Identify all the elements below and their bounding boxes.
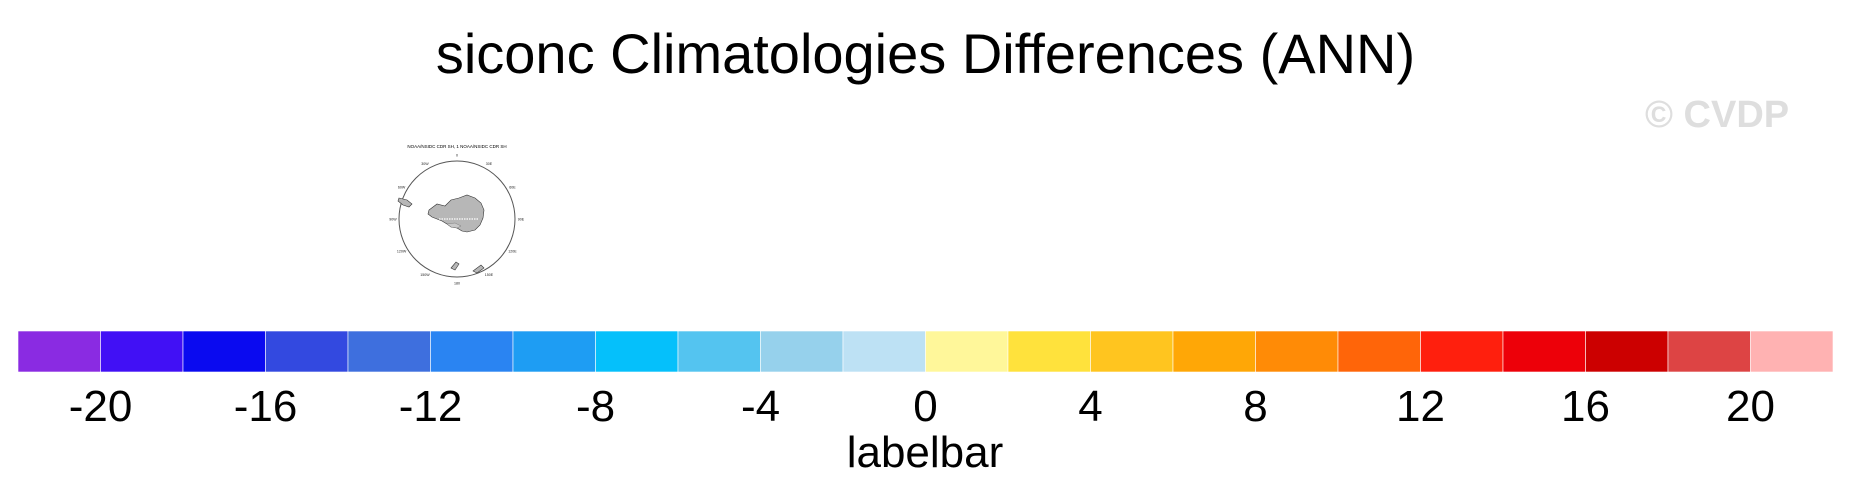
labelbar-boxes — [17, 330, 1834, 373]
longitude-label: 90E — [518, 218, 525, 222]
labelbar-box-12 — [1007, 330, 1091, 373]
labelbar-box-16 — [1337, 330, 1421, 373]
labelbar-box-4 — [347, 330, 431, 373]
longitude-label: 0 — [456, 154, 458, 158]
labelbar-tick-label: 4 — [1078, 382, 1102, 431]
labelbar-tick-label: 0 — [913, 382, 937, 431]
labelbar-tick-label: -20 — [69, 382, 133, 431]
labelbar-box-13 — [1090, 330, 1174, 373]
labelbar-box-14 — [1172, 330, 1256, 373]
labelbar-box-5 — [430, 330, 514, 373]
labelbar-box-20 — [1667, 330, 1751, 373]
longitude-label: 120E — [508, 250, 517, 254]
longitude-label: 120W — [397, 250, 407, 254]
chart-title: siconc Climatologies Differences (ANN) — [435, 22, 1416, 85]
labelbar-tick-label: -12 — [399, 382, 463, 431]
labelbar-box-2 — [182, 330, 266, 373]
longitude-label: 60E — [509, 186, 516, 190]
longitude-labels: 0 30E 60E 90E 120E 150E 180 150W 120W 90W 60W 30W — [389, 154, 524, 286]
labelbar-tick-label: -8 — [576, 382, 615, 431]
polar-map-panel: NOAA/NSIDC CDR SH, 1 NOAA/NSIDC CDR SH 0… — [389, 144, 524, 286]
longitude-label: 150E — [485, 273, 494, 277]
longitude-label: 180 — [454, 282, 460, 286]
longitude-label: 60W — [398, 186, 406, 190]
new-zealand — [450, 261, 460, 271]
longitude-label: 90W — [389, 218, 397, 222]
labelbar-tick-label: 20 — [1726, 382, 1775, 431]
labelbar-tick-label: -16 — [234, 382, 298, 431]
labelbar-box-1 — [100, 330, 184, 373]
labelbar-box-17 — [1420, 330, 1504, 373]
labelbar-tick-label: -4 — [741, 382, 780, 431]
cvdp-watermark: © CVDP — [1645, 94, 1790, 136]
labelbar-tick-label: 8 — [1243, 382, 1267, 431]
longitude-label: 150W — [420, 273, 430, 277]
labelbar-ticks: -20 -16 -12 -8 -4 0 4 8 12 16 20 — [69, 382, 1775, 431]
labelbar-box-0 — [17, 330, 101, 373]
labelbar-box-18 — [1502, 330, 1586, 373]
longitude-label: 30E — [486, 162, 493, 166]
labelbar-title: labelbar — [847, 428, 1004, 477]
labelbar-box-11 — [925, 330, 1009, 373]
ross-ice-shelf — [446, 222, 462, 229]
labelbar-box-19 — [1585, 330, 1669, 373]
labelbar-tick-label: 12 — [1396, 382, 1445, 431]
labelbar-box-7 — [595, 330, 679, 373]
labelbar-box-9 — [760, 330, 844, 373]
labelbar-box-3 — [265, 330, 349, 373]
australia-edge — [472, 264, 485, 274]
labelbar-box-6 — [512, 330, 596, 373]
antarctica-landmass — [427, 194, 485, 233]
labelbar-box-10 — [842, 330, 926, 373]
longitude-label: 30W — [421, 162, 429, 166]
south-america-tip — [397, 197, 413, 208]
labelbar-tick-label: 16 — [1561, 382, 1610, 431]
labelbar-box-8 — [677, 330, 761, 373]
labelbar-box-15 — [1255, 330, 1339, 373]
panel-label: NOAA/NSIDC CDR SH, 1 NOAA/NSIDC CDR SH — [407, 144, 506, 149]
labelbar-box-21 — [1750, 330, 1834, 373]
